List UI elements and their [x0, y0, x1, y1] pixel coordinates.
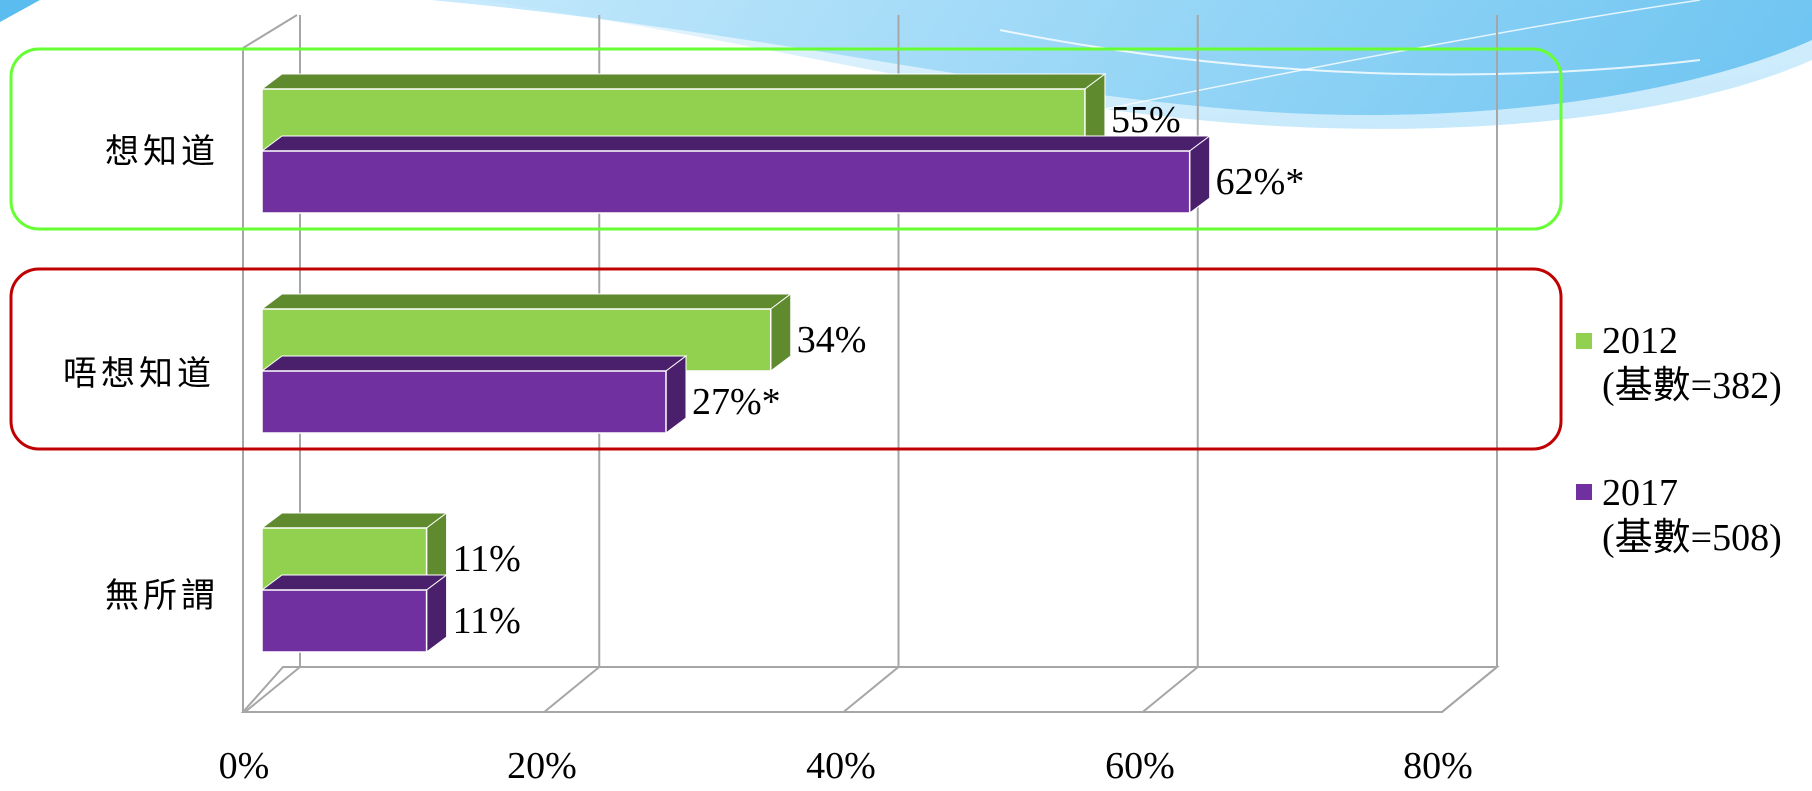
data-label: 34%	[797, 319, 867, 361]
floor-gridline	[1142, 666, 1199, 713]
background-swoosh	[0, 0, 1812, 129]
legend-swatch-2012	[1576, 333, 1592, 349]
x-tick-label: 0%	[219, 745, 270, 787]
floor-gridline	[1441, 666, 1498, 713]
legend-note-2017: (基數=508)	[1602, 517, 1782, 559]
floor-gridline	[543, 666, 600, 713]
legend-note-2012: (基數=382)	[1602, 365, 1782, 407]
legend: 2012 (基數=382) 2017 (基數=508)	[1576, 320, 1782, 559]
bar	[261, 370, 667, 434]
bar-top-face	[260, 73, 1107, 90]
data-label: 27%*	[692, 381, 781, 423]
highlight-boxes	[9, 47, 1563, 451]
bar-top-face	[260, 293, 793, 310]
x-tick-label: 40%	[806, 745, 876, 787]
data-label: 11%	[453, 538, 521, 580]
x-tick-label: 20%	[507, 745, 577, 787]
category-labels: 想知道 唔想知道 無所謂	[63, 132, 219, 616]
floor-gridline	[842, 666, 900, 713]
data-label: 11%	[453, 600, 521, 642]
bar	[261, 150, 1191, 214]
bars	[260, 73, 1212, 653]
data-labels: 55% 34% 11% 62%* 27%* 11%	[453, 99, 1305, 642]
data-label: 62%*	[1216, 161, 1305, 203]
category-label: 無所謂	[105, 576, 219, 616]
x-tick-label: 80%	[1403, 745, 1473, 787]
x-tick-labels: 0% 20% 40% 60% 80%	[219, 745, 1473, 787]
bar-top-face	[260, 135, 1212, 152]
data-label: 55%	[1111, 99, 1181, 141]
legend-swatch-2017	[1576, 484, 1592, 500]
legend-label-2017: 2017	[1602, 472, 1678, 514]
x-tick-label: 60%	[1105, 745, 1175, 787]
legend-label-2012: 2012	[1602, 320, 1678, 362]
side-wall-top-edge	[242, 14, 298, 49]
highlight-box	[9, 47, 1563, 231]
category-label: 想知道	[105, 132, 219, 172]
bar	[261, 589, 428, 653]
bar-top-face	[260, 512, 449, 529]
highlight-box	[9, 267, 1563, 451]
floor-gridline	[244, 666, 301, 713]
category-label: 唔想知道	[63, 354, 215, 394]
bar-top-face	[260, 574, 449, 591]
bar-top-face	[260, 355, 688, 372]
